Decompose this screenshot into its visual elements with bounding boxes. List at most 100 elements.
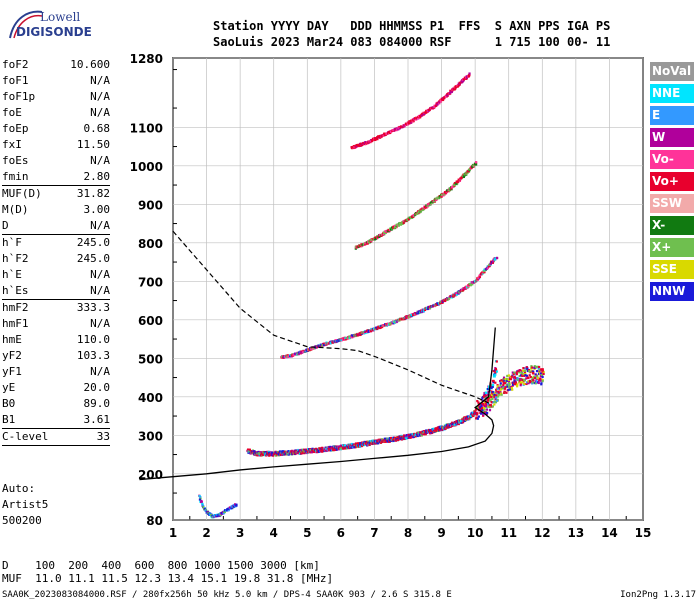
param-row: MUF(D) 31.82 [2, 186, 110, 202]
param-row: C-level 33 [2, 429, 110, 445]
echo-point [295, 452, 298, 455]
echo-point [417, 431, 420, 434]
echo-point [491, 385, 494, 388]
y-tick-label: 500 [138, 352, 163, 366]
echo-point [314, 346, 317, 349]
echo-point [343, 444, 347, 447]
echo-point [297, 448, 300, 452]
echo-point [514, 377, 518, 380]
echo-point [481, 406, 484, 410]
echo-point [486, 266, 489, 270]
echo-point [299, 449, 302, 453]
echo-point [502, 376, 506, 379]
echo-point [321, 344, 324, 347]
echo-point [516, 383, 519, 386]
echo-point [392, 225, 395, 228]
echo-point [419, 431, 422, 434]
echo-point [398, 127, 401, 130]
y-tick-label: 1280 [130, 52, 163, 66]
param-key: MUF(D) [2, 187, 42, 200]
echo-point [525, 374, 529, 377]
echo-point [491, 397, 494, 401]
x-tick-label: 8 [404, 526, 412, 540]
header-row-values: SaoLuis 2023 Mar24 083 084000 RSF 1 715 … [213, 35, 611, 49]
echo-point [523, 371, 527, 374]
footer-file-info: SAA0K_2023083084000.RSF / 280fx256h 50 k… [2, 590, 452, 600]
echo-point [319, 345, 322, 348]
echo-point [335, 448, 338, 451]
echo-point [383, 437, 387, 440]
echo-point [312, 347, 315, 350]
echo-point [416, 116, 420, 120]
param-key: h`E [2, 268, 22, 281]
scaled-parameters-panel: foF2 10.600 foF1 N/A foF1p N/A foE N/A foEp 0.68 f… [2, 57, 110, 446]
echo-point [418, 310, 421, 313]
echo-point [390, 226, 394, 229]
lowell-digisonde-logo: Lowell DIGISONDE [4, 8, 114, 50]
param-value: 110.0 [76, 333, 110, 346]
echo-point [506, 377, 509, 381]
param-value: 245.0 [76, 252, 110, 265]
echo-point [477, 415, 480, 418]
param-row: fmin 2.80 [2, 169, 110, 185]
x-tick-label: 13 [568, 526, 585, 540]
echo-point [530, 381, 533, 384]
echo-point [502, 387, 505, 390]
echo-point [494, 257, 497, 260]
echo-point [540, 373, 544, 377]
echo-point [487, 403, 490, 406]
echo-point [515, 371, 518, 374]
echo-point [355, 334, 358, 337]
echo-point [502, 384, 505, 387]
echo-point [450, 90, 453, 94]
echo-point [272, 454, 275, 457]
x-tick-label: 2 [202, 526, 210, 540]
param-value: N/A [90, 219, 110, 232]
echo-point [484, 411, 487, 414]
echo-point [506, 374, 509, 378]
echo-point [462, 78, 465, 81]
echo-point [476, 412, 479, 415]
param-value: 3.00 [83, 203, 111, 216]
echo-point [525, 366, 529, 369]
echo-point [453, 293, 456, 297]
echo-point [495, 360, 498, 363]
echo-point [516, 376, 519, 380]
echo-point [373, 327, 376, 330]
echo-point [329, 449, 333, 452]
echo-point [266, 450, 269, 453]
echo-point [492, 375, 496, 378]
echo-point [300, 452, 303, 455]
echo-point [393, 320, 396, 324]
echo-point [541, 368, 544, 371]
echo-point [510, 375, 513, 378]
echo-point [419, 210, 422, 213]
echo-point [488, 397, 491, 400]
echo-point [500, 393, 503, 396]
echo-point [313, 450, 316, 453]
echo-point [233, 503, 237, 506]
echo-point [480, 405, 483, 408]
echo-point [371, 442, 374, 446]
echo-point [454, 85, 458, 88]
echo-point [540, 368, 543, 371]
echo-point [377, 235, 380, 238]
echo-point [500, 388, 503, 391]
echo-point [453, 181, 457, 185]
echo-point [476, 278, 479, 281]
echo-point [475, 163, 478, 166]
echo-point [510, 386, 513, 390]
echo-point [526, 369, 529, 373]
echo-point [284, 356, 288, 359]
param-row: B0 89.0 [2, 396, 110, 412]
echo-point [515, 372, 518, 376]
echo-point [199, 496, 202, 499]
echo-point [493, 395, 496, 398]
param-key: foEp [2, 122, 29, 135]
echo-point [504, 377, 507, 381]
echo-point [459, 419, 463, 423]
echo-point [345, 336, 348, 340]
echo-point [392, 322, 395, 325]
echo-point [503, 381, 507, 385]
echo-point [439, 301, 442, 305]
